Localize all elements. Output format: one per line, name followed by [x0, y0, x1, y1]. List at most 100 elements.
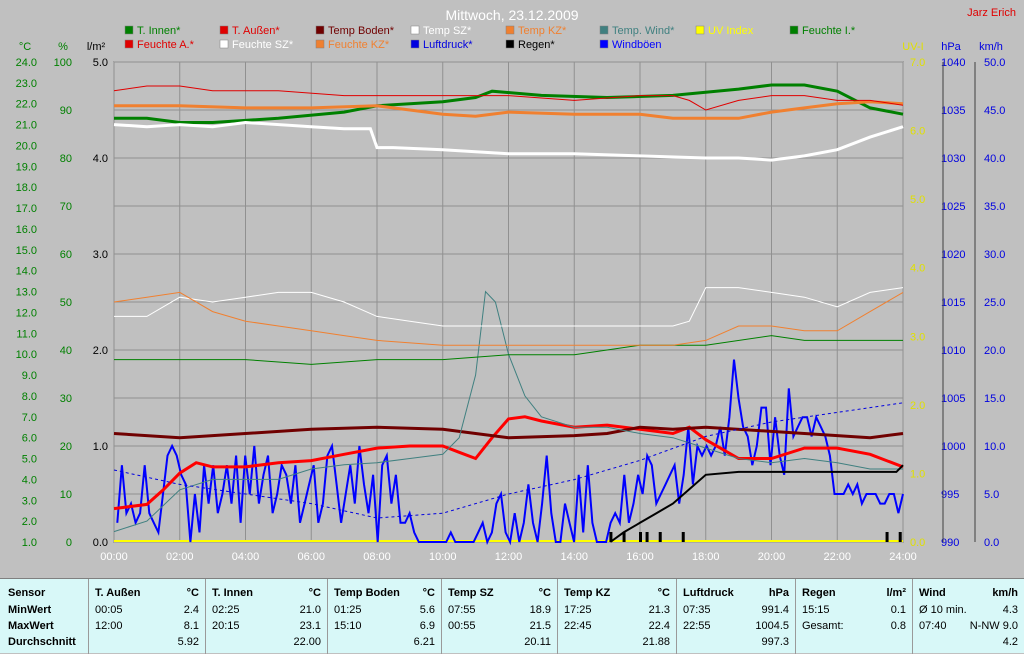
cell-min-time: 02:25 [212, 604, 240, 616]
rain_lm2-tick-label: 3.0 [93, 249, 108, 261]
legend-label: Temp SZ* [423, 25, 472, 37]
cell-max-time: 15:10 [334, 620, 362, 632]
cell-min: 0.1 [890, 604, 906, 616]
uv-tick-label: 6.0 [910, 126, 925, 138]
table-column: Temp SZ °C 07:55 18.9 00:55 21.5 20.11 [441, 579, 557, 654]
legend-swatch [219, 39, 229, 49]
rain_lm2-tick-label: 5.0 [93, 57, 108, 69]
legend-swatch [599, 39, 609, 49]
humidity_pct-tick-label: 50 [60, 297, 72, 309]
pressure_hpa-tick-label: 1020 [941, 249, 965, 261]
rain-tick [885, 532, 889, 542]
x-tick-label: 16:00 [626, 551, 654, 563]
cell-avg: 21.88 [642, 636, 670, 648]
rain-tick [681, 532, 685, 542]
chart-title: Mittwoch, 23.12.2009 [445, 7, 578, 23]
cell-min-time: 07:55 [448, 604, 476, 616]
temp_c-tick-label: 24.0 [16, 57, 37, 69]
series-regen [609, 464, 904, 543]
temp_c-tick-label: 11.0 [16, 328, 37, 340]
wind_kmh-tick-label: 0.0 [984, 537, 999, 549]
legend-swatch [789, 25, 799, 35]
wind_kmh-tick-label: 5.0 [984, 489, 999, 501]
humidity_pct-tick-label: 30 [60, 393, 72, 405]
temp_c-tick-label: 7.0 [22, 412, 37, 424]
humidity_pct-tick-label: 80 [60, 153, 72, 165]
x-tick-label: 12:00 [495, 551, 523, 563]
uv-tick-label: 7.0 [910, 57, 925, 69]
cell-min-time: 17:25 [564, 604, 592, 616]
cell-max: 21.5 [529, 620, 551, 632]
pressure_hpa-tick-label: 1005 [941, 393, 965, 405]
cell-unit: °C [538, 587, 551, 599]
table-column: Regen l/m² 15:15 0.1 Gesamt: 0.8 [795, 579, 912, 654]
wind_kmh-tick-label: 50.0 [984, 57, 1005, 69]
cell-avg: 6.21 [413, 636, 435, 648]
legend-swatch [410, 39, 420, 49]
legend-label: Windböen [612, 39, 662, 51]
pressure_hpa-tick-label: 995 [941, 489, 959, 501]
legend-swatch [124, 25, 134, 35]
legend-label: Temp Boden* [328, 25, 395, 37]
cell-unit: l/m² [886, 587, 906, 599]
series-luftdruck- [113, 402, 904, 519]
wind_kmh-tick-label: 45.0 [984, 105, 1005, 117]
pressure_hpa-tick-label: 1010 [941, 345, 965, 357]
x-tick-label: 08:00 [363, 551, 391, 563]
cell-unit: hPa [768, 587, 789, 599]
x-tick-label: 00:00 [100, 551, 128, 563]
pressure_hpa-tick-label: 1000 [941, 441, 965, 453]
temp_c-tick-label: 3.0 [22, 495, 37, 507]
cell-avg: 5.92 [177, 636, 199, 648]
cell-min: 21.3 [648, 604, 670, 616]
temp_c-tick-label: 5.0 [22, 454, 37, 466]
wind_kmh-tick-label: 40.0 [984, 153, 1005, 165]
uv-tick-label: 2.0 [910, 400, 925, 412]
temp_c-tick-label: 17.0 [16, 203, 37, 215]
cell-avg: 22.00 [293, 636, 321, 648]
pressure_hpa-tick-label: 1015 [941, 297, 965, 309]
temp_c-tick-label: 23.0 [16, 78, 37, 90]
pressure_hpa-tick-label: 1030 [941, 153, 965, 165]
wind_kmh-tick-label: 25.0 [984, 297, 1005, 309]
cell-max: 23.1 [299, 620, 321, 632]
table-column: T. Innen °C 02:25 21.0 20:15 23.1 22.00 [205, 579, 327, 654]
sensor-header: Sensor [8, 587, 46, 599]
temp_c-tick-label: 1.0 [22, 537, 37, 549]
x-tick-label: 22:00 [823, 551, 851, 563]
cell-min: 4.3 [1002, 604, 1018, 616]
temp_c-tick-label: 15.0 [16, 245, 37, 257]
legend-swatch [695, 25, 705, 35]
temp_c-tick-label: 19.0 [16, 161, 37, 173]
table-column: T. Außen °C 00:05 2.4 12:00 8.1 5.92 [88, 579, 205, 654]
cell-unit: km/h [992, 587, 1018, 599]
temp_c-tick-label: 10.0 [16, 349, 37, 361]
cell-min-time: 00:05 [95, 604, 123, 616]
temp_c-unit-label: °C [19, 41, 31, 53]
series-temp-wind- [113, 290, 903, 533]
humidity_pct-unit-label: % [58, 41, 68, 53]
cell-avg: 4.2 [1002, 636, 1018, 648]
cell-max: 22.4 [648, 620, 670, 632]
humidity_pct-tick-label: 20 [60, 441, 72, 453]
legend-swatch [315, 25, 325, 35]
table-row-labels: Sensor MinWert MaxWert Durchschnitt [0, 579, 88, 654]
series-t-innen- [114, 83, 904, 124]
row-label-avg: Durchschnitt [8, 636, 76, 648]
wind_kmh-tick-label: 35.0 [984, 201, 1005, 213]
humidity_pct-tick-label: 40 [60, 345, 72, 357]
rain-tick [645, 532, 649, 542]
pressure_hpa-tick-label: 990 [941, 537, 959, 549]
series-feuchte-sz- [114, 287, 904, 327]
legend-label: Luftdruck* [423, 39, 473, 51]
legend-swatch [219, 25, 229, 35]
temp_c-tick-label: 13.0 [16, 287, 37, 299]
cell-title: T. Innen [212, 587, 253, 599]
uv-unit-label: UV-I [902, 41, 923, 53]
cell-max: 1004.5 [755, 620, 789, 632]
legend-swatch [410, 25, 420, 35]
cell-max-time: 12:00 [95, 620, 123, 632]
rain_lm2-tick-label: 4.0 [93, 153, 108, 165]
plot-area [113, 83, 904, 546]
x-tick-label: 04:00 [232, 551, 260, 563]
